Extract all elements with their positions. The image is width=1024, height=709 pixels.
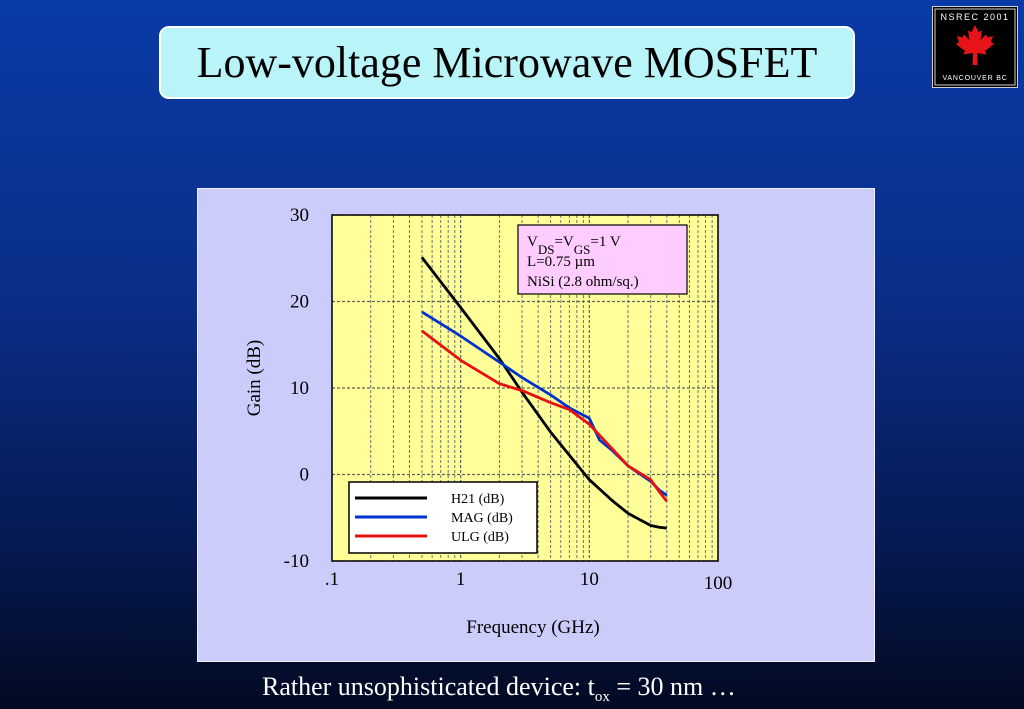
annotation-box — [517, 224, 688, 295]
x-tick-label: 100 — [704, 573, 733, 594]
y-tick-label: -10 — [284, 551, 309, 572]
y-tick-label: 0 — [300, 465, 310, 486]
y-tick-label: 10 — [290, 378, 309, 399]
y-axis-label: Gain (dB) — [244, 340, 265, 417]
x-tick-label: 1 — [456, 569, 466, 590]
footer-suffix: = 30 nm … — [609, 672, 736, 701]
annotation-line: VDS=VGS=1 V — [527, 234, 621, 257]
chart-panel: .1 1 10 100 30 20 10 0 -10 Frequency (GHz) Gain (d… — [197, 188, 875, 662]
series-line-3 — [421, 329, 668, 503]
slide-title: Low-voltage Microwave MOSFET — [196, 38, 818, 87]
legend-box — [348, 481, 538, 554]
legend-entry: H21 (dB) — [451, 492, 505, 507]
annotation-line: NiSi (2.8 ohm/sq.) — [527, 274, 639, 290]
legend-entry: ULG (dB) — [451, 530, 509, 545]
nsrec-logo: NSREC 2001 VANCOUVER BC — [932, 6, 1018, 88]
logo-top-text: NSREC 2001 — [940, 12, 1009, 22]
series-line-1 — [420, 256, 667, 530]
logo-bottom-text: VANCOUVER BC — [942, 75, 1007, 82]
legend-entry: MAG (dB) — [451, 511, 513, 526]
footer-caption: Rather unsophisticated device: tox = 30 … — [262, 672, 736, 706]
maple-leaf-icon: NSREC 2001 VANCOUVER BC — [934, 8, 1016, 86]
footer-prefix: Rather unsophisticated device: t — [262, 672, 595, 701]
annotation-line: L=0.75 µm — [527, 254, 595, 270]
y-tick-label: 20 — [290, 292, 309, 313]
y-tick-label: 30 — [290, 205, 309, 226]
slide-title-box: Low-voltage Microwave MOSFET — [159, 26, 855, 99]
x-tick-label: .1 — [325, 569, 339, 590]
plot-frame — [331, 214, 719, 562]
x-axis-label: Frequency (GHz) — [466, 617, 599, 638]
footer-subscript: ox — [594, 689, 610, 706]
x-tick-label: 10 — [580, 569, 599, 590]
